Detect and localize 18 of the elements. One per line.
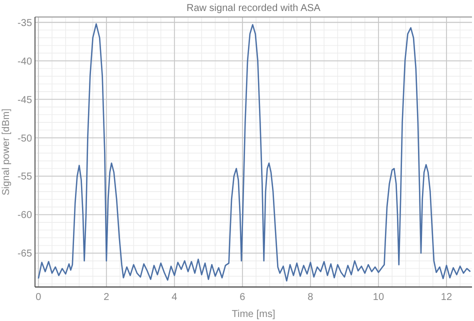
y-tick-label: -60 xyxy=(18,210,32,222)
x-tick-label: 2 xyxy=(104,292,110,303)
chart-title: Raw signal recorded with ASA xyxy=(186,3,321,14)
x-tick-label: 12 xyxy=(440,292,452,303)
x-tick-label: 4 xyxy=(172,292,178,303)
x-tick-label: 8 xyxy=(308,292,314,303)
x-tick-label: 10 xyxy=(372,292,384,303)
x-tick-label: 0 xyxy=(36,292,42,303)
y-tick-label: -50 xyxy=(18,133,32,144)
x-axis-title: Time [ms] xyxy=(232,309,276,320)
y-tick-label: -65 xyxy=(18,248,32,260)
x-tick-label: 6 xyxy=(240,292,246,303)
y-tick-label: -55 xyxy=(18,172,32,183)
y-axis-title: Signal power [dBm] xyxy=(1,108,12,196)
y-tick-label: -40 xyxy=(18,56,32,68)
line-series xyxy=(38,23,471,282)
y-tick-label: -35 xyxy=(18,18,32,29)
y-tick-label: -45 xyxy=(18,94,32,106)
